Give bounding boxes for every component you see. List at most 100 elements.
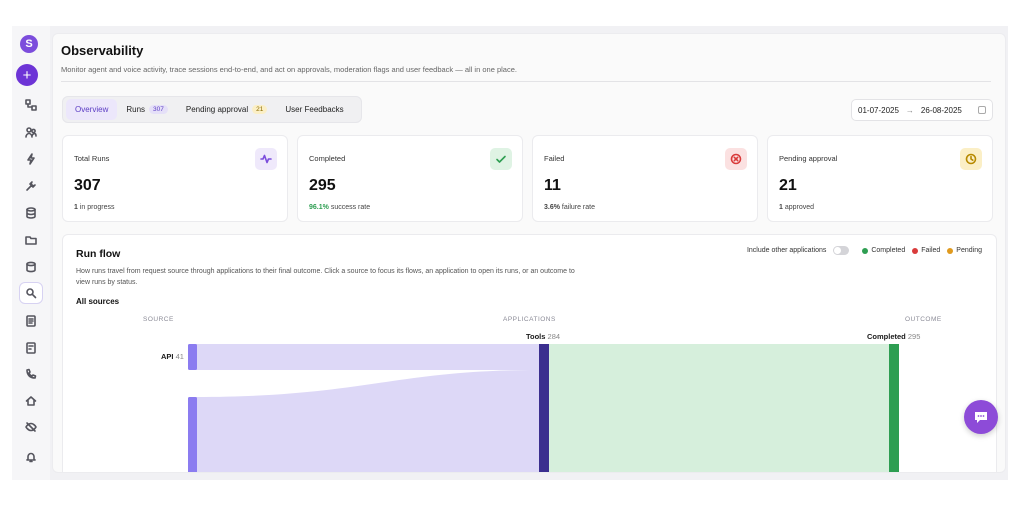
stat-card-pending-approval: Pending approval 21 1 approved [767, 135, 993, 222]
clock-icon [960, 148, 982, 170]
main-panel: Observability Monitor agent and voice ac… [52, 33, 1006, 473]
card-value: 307 [74, 177, 101, 194]
app-logo[interactable]: S [20, 35, 38, 53]
tools-icon[interactable] [19, 175, 43, 197]
documents-icon[interactable] [19, 337, 43, 359]
tab-label: Pending approval [185, 105, 249, 114]
outcome-node-completed[interactable] [889, 344, 899, 473]
flow-tools-to-completed[interactable] [549, 344, 889, 473]
tab-label: Runs [126, 105, 146, 114]
card-value: 11 [544, 177, 561, 194]
legend-dot [912, 247, 919, 254]
count-badge: 21 [252, 105, 268, 114]
source-node-api[interactable] [188, 344, 197, 370]
new-button[interactable]: + [16, 64, 38, 86]
agents-icon[interactable] [19, 121, 43, 143]
card-label: Pending approval [779, 154, 838, 163]
card-footnote-text: in progress [79, 204, 115, 211]
card-label: Total Runs [74, 154, 110, 163]
bolt-icon[interactable] [19, 148, 43, 170]
source-node-label: API 41 [161, 352, 184, 361]
card-footnote-highlight: 1 [779, 204, 783, 211]
run-flow-legend: Include other applications Completed Fai… [747, 246, 982, 255]
tab-runs[interactable]: Runs 307 [117, 99, 177, 120]
sidebar-rail: S + [12, 26, 50, 480]
run-flow-scope: All sources [76, 297, 120, 306]
card-footnote-highlight: 1 [74, 204, 78, 211]
card-footnote: 1 approved [779, 204, 814, 211]
activity-icon [255, 148, 277, 170]
run-flow-title: Run flow [76, 248, 121, 260]
x-circle-icon [725, 148, 747, 170]
tab-label: Overview [75, 105, 109, 114]
reports-icon[interactable] [19, 310, 43, 332]
include-other-apps-toggle[interactable] [833, 246, 850, 255]
tab-user-feedbacks[interactable]: User Feedbacks [276, 99, 352, 120]
card-label: Completed [309, 154, 346, 163]
legend-pending: Pending [947, 247, 982, 254]
card-footnote-text: failure rate [561, 204, 595, 211]
flow-source-to-tools[interactable] [196, 370, 539, 473]
arrow-right-icon: → [905, 105, 914, 115]
card-footnote-text: success rate [330, 204, 371, 211]
card-footnote: 96.1% success rate [309, 204, 370, 211]
eye-off-icon[interactable] [19, 416, 43, 438]
flow-api-to-tools[interactable] [196, 344, 539, 370]
chat-icon [975, 412, 987, 423]
column-header-source: SOURCE [143, 316, 174, 323]
run-flow-description: How runs travel from request source thro… [76, 268, 575, 286]
card-footnote-highlight: 96.1% [309, 204, 329, 211]
calendar-icon [978, 106, 986, 114]
card-footnote: 3.6% failure rate [544, 204, 595, 211]
page-subtitle: Monitor agent and voice activity, trace … [61, 65, 517, 74]
page-title: Observability [61, 43, 144, 58]
check-icon [490, 148, 512, 170]
date-range-picker[interactable]: 01-07-2025 → 26-08-2025 [851, 99, 993, 121]
bell-icon[interactable] [19, 446, 43, 468]
card-footnote-text: approved [784, 204, 815, 211]
home-icon[interactable] [19, 390, 43, 412]
node-count: 295 [907, 332, 921, 341]
legend-completed: Completed [862, 247, 905, 254]
card-value: 21 [779, 177, 797, 194]
run-flow-panel: Run flow How runs travel from request so… [62, 234, 997, 473]
app-window: S + [12, 26, 1008, 480]
date-to: 26-08-2025 [920, 105, 962, 115]
chat-assistant-button[interactable] [964, 400, 998, 434]
phone-icon[interactable] [19, 363, 43, 385]
node-count: 41 [175, 352, 184, 361]
source-node-other[interactable] [188, 397, 197, 473]
node-name: API [161, 352, 174, 361]
observability-icon[interactable] [19, 282, 43, 304]
column-header-outcome: OUTCOME [905, 316, 942, 323]
card-value: 295 [309, 177, 336, 194]
legend-failed: Failed [912, 247, 940, 254]
column-header-applications: APPLICATIONS [503, 316, 556, 323]
database-icon[interactable] [19, 202, 43, 224]
node-name: Completed [867, 332, 906, 341]
header-divider [61, 81, 991, 82]
stat-card-completed: Completed 295 96.1% success rate [297, 135, 523, 222]
application-node-label: Tools 284 [526, 332, 560, 341]
tab-pending-approval[interactable]: Pending approval 21 [177, 99, 277, 120]
date-from: 01-07-2025 [858, 105, 899, 115]
legend-label: Pending [956, 247, 982, 254]
storage-icon[interactable] [19, 256, 43, 278]
include-other-apps-label: Include other applications [746, 247, 827, 254]
stat-card-failed: Failed 11 3.6% failure rate [532, 135, 758, 222]
node-name: Tools [526, 332, 546, 341]
node-count: 284 [547, 332, 561, 341]
card-label: Failed [544, 154, 565, 163]
tab-bar: Overview Runs 307 Pending approval 21 Us… [62, 96, 362, 123]
folder-icon[interactable] [19, 229, 43, 251]
card-footnote-highlight: 3.6% [544, 204, 560, 211]
legend-dot [862, 247, 869, 254]
stat-card-total-runs: Total Runs 307 1 in progress [62, 135, 288, 222]
legend-dot [947, 247, 954, 254]
tab-overview[interactable]: Overview [66, 99, 118, 120]
outcome-node-label: Completed 295 [867, 332, 920, 341]
workflow-icon[interactable] [19, 94, 43, 116]
application-node-tools[interactable] [539, 344, 549, 473]
card-footnote: 1 in progress [74, 204, 115, 211]
count-badge: 307 [149, 105, 168, 114]
